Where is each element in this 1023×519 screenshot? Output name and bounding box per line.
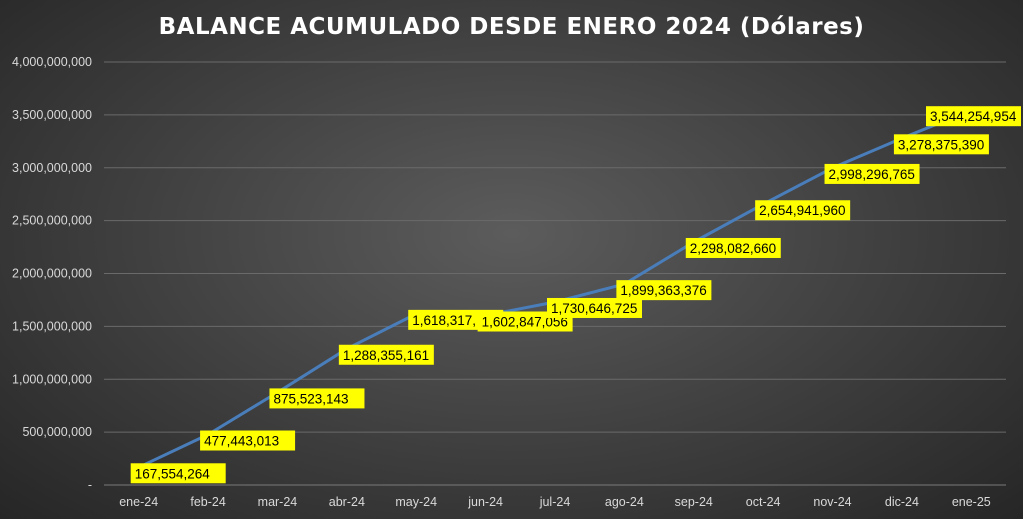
y-tick-label: 2,500,000,000 xyxy=(12,214,92,228)
data-label-box xyxy=(547,297,642,318)
data-label-text: 1,730,646,725 xyxy=(551,301,637,316)
data-label-box xyxy=(893,134,989,155)
y-tick-label: 4,000,000,000 xyxy=(12,55,92,69)
y-tick-label: - xyxy=(88,478,92,492)
data-label: 1,730,646,725 xyxy=(547,297,642,318)
data-label: 167,554,264 xyxy=(130,463,226,484)
y-tick-label: 1,500,000,000 xyxy=(12,319,92,333)
data-label: 2,654,941,960 xyxy=(755,200,851,221)
data-label-box xyxy=(755,200,851,221)
data-label-box xyxy=(130,463,226,484)
data-label: 1,899,363,376 xyxy=(616,280,712,301)
data-label-text: 477,443,013 xyxy=(204,434,279,449)
data-label-text: 3,278,375,390 xyxy=(898,137,984,152)
data-label-box xyxy=(685,237,781,258)
x-tick-label: sep-24 xyxy=(675,495,713,509)
data-label: 1,288,355,161 xyxy=(338,344,434,365)
y-tick-label: 3,500,000,000 xyxy=(12,108,92,122)
y-tick-label: 1,000,000,000 xyxy=(12,372,92,386)
x-tick-label: jun-24 xyxy=(467,495,503,509)
data-label-text: 2,998,296,765 xyxy=(829,167,915,182)
data-label-box xyxy=(269,388,365,409)
x-tick-label: ene-25 xyxy=(952,495,991,509)
x-tick-label: ene-24 xyxy=(119,495,158,509)
y-tick-label: 3,000,000,000 xyxy=(12,161,92,175)
data-label: 2,998,296,765 xyxy=(824,163,920,184)
series-line xyxy=(137,108,973,469)
data-label: 875,523,143 xyxy=(269,388,365,409)
data-label: 3,278,375,390 xyxy=(893,134,989,155)
x-tick-label: ago-24 xyxy=(605,495,644,509)
data-label-text: 1,618,317, xyxy=(412,313,476,328)
data-label-box xyxy=(338,344,434,365)
x-tick-label: mar-24 xyxy=(258,495,298,509)
data-label-text: 167,554,264 xyxy=(135,466,211,481)
x-tick-label: oct-24 xyxy=(746,495,781,509)
data-label-text: 1,602,847,056 xyxy=(482,314,568,329)
data-label-box xyxy=(926,106,1021,127)
data-label-box xyxy=(616,280,712,301)
y-tick-label: 2,000,000,000 xyxy=(12,267,92,281)
data-label-text: 875,523,143 xyxy=(273,391,348,406)
data-label-text: 1,288,355,161 xyxy=(343,348,429,363)
data-label-box xyxy=(200,430,296,451)
data-label-text: 1,899,363,376 xyxy=(620,283,706,298)
x-tick-label: abr-24 xyxy=(329,495,365,509)
x-tick-label: nov-24 xyxy=(813,495,851,509)
data-label: 3,544,254,954 xyxy=(926,106,1021,127)
x-tick-label: feb-24 xyxy=(190,495,225,509)
chart-title: BALANCE ACUMULADO DESDE ENERO 2024 (Dóla… xyxy=(158,14,865,40)
data-label: 477,443,013 xyxy=(200,430,296,451)
data-label-text: 2,654,941,960 xyxy=(759,203,845,218)
data-label-box xyxy=(824,163,920,184)
x-tick-label: jul-24 xyxy=(539,495,571,509)
x-tick-label: dic-24 xyxy=(885,495,919,509)
data-label-text: 3,544,254,954 xyxy=(930,109,1017,124)
y-tick-label: 500,000,000 xyxy=(22,425,92,439)
data-label: 2,298,082,660 xyxy=(685,237,781,258)
data-label-text: 2,298,082,660 xyxy=(690,241,776,256)
x-tick-label: may-24 xyxy=(395,495,437,509)
